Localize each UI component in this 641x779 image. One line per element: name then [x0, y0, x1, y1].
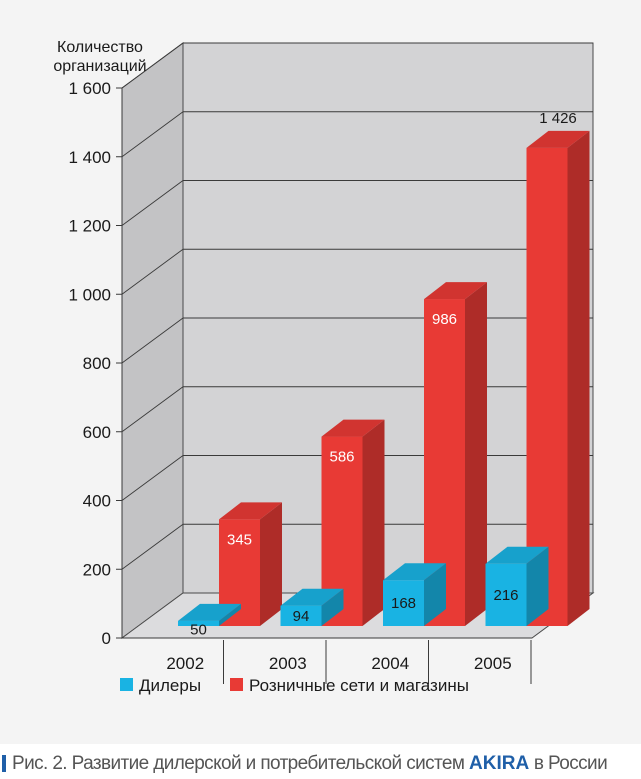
bar-side-1-2005 [567, 130, 590, 626]
gridline-side [121, 180, 184, 226]
chart: 0 200 400 600 800 1 000 1 200 1 400 1 600 Количес… [53, 39, 595, 695]
bar-dealers-2002 [178, 620, 219, 626]
gridline-side [121, 248, 184, 295]
gridline-side [121, 455, 184, 501]
bar-retail-2005 [526, 147, 568, 626]
bar-side-1-2004 [465, 282, 487, 626]
caption-prefix: Рис. 2. Развитие дилерской и потребитель… [12, 752, 465, 774]
y-tick-label: 800 [83, 354, 111, 373]
value-label-0-2003: 94 [293, 608, 310, 625]
y-tick-label: 200 [83, 560, 111, 579]
legend-label-dealers: Дилеры [139, 676, 201, 695]
gridline-side [121, 111, 184, 158]
legend-label-retail: Розничные сети и магазины [249, 676, 469, 695]
gridline-side [121, 317, 184, 364]
bar-top-1-2002 [219, 502, 282, 520]
bar-top-1-2005 [526, 130, 590, 148]
bar-side-1-2003 [362, 419, 385, 626]
gridline-side [121, 523, 184, 570]
value-label-0-2002: 50 [190, 621, 207, 638]
x-tick-label: 2005 [474, 654, 512, 673]
bar-side-0-2004 [424, 563, 446, 626]
bar-side-0-2003 [321, 588, 344, 626]
bar-side-0-2002 [219, 603, 241, 626]
bar-top-0-2004 [383, 563, 446, 581]
value-label-0-2005: 216 [493, 587, 518, 604]
figure-caption: Рис. 2. Развитие дилерской и потребитель… [0, 748, 641, 779]
gridline-side [121, 386, 184, 433]
y-tick-label: 1 200 [68, 217, 111, 236]
value-label-1-2004: 986 [432, 311, 457, 328]
y-axis-title-line1: Количество [57, 39, 143, 56]
bar-side-0-2005 [526, 546, 549, 626]
caption-suffix: в России [533, 752, 608, 774]
bar-top-0-2003 [280, 588, 344, 606]
bar-dealers-2003 [280, 605, 322, 626]
y-tick-label: 1 400 [68, 148, 111, 167]
value-label-0-2004: 168 [391, 595, 416, 612]
bar-top-1-2003 [321, 419, 385, 437]
bar-side-1-2002 [260, 502, 282, 626]
caption-marker [2, 755, 6, 772]
y-tick-label: 600 [83, 423, 111, 442]
chart-panel: 0 200 400 600 800 1 000 1 200 1 400 1 600 Количес… [0, 0, 641, 744]
bar-dealers-2005 [485, 563, 527, 626]
bar-top-1-2004 [424, 282, 487, 300]
legend-swatch-retail [230, 678, 243, 691]
value-label-1-2002: 345 [227, 531, 252, 548]
x-tick-label: 2004 [371, 654, 409, 673]
legend-swatch-dealers [120, 678, 133, 691]
caption-brand: AKIRA [469, 752, 530, 774]
bar-top-0-2002 [178, 603, 241, 621]
value-label-1-2003: 586 [329, 449, 354, 466]
x-tick-label: 2003 [269, 654, 307, 673]
y-tick-label: 1 600 [68, 79, 111, 98]
gridline-side [121, 42, 184, 89]
y-axis-title-line2: организаций [53, 58, 146, 75]
bar-dealers-2004 [383, 580, 424, 626]
x-tick-label: 2002 [166, 654, 204, 673]
y-tick-label: 1 000 [68, 285, 111, 304]
bar-top-0-2005 [485, 546, 549, 564]
value-label-1-2005: 1 426 [539, 110, 577, 127]
y-tick-label: 0 [102, 629, 111, 648]
y-tick-label: 400 [83, 492, 111, 511]
